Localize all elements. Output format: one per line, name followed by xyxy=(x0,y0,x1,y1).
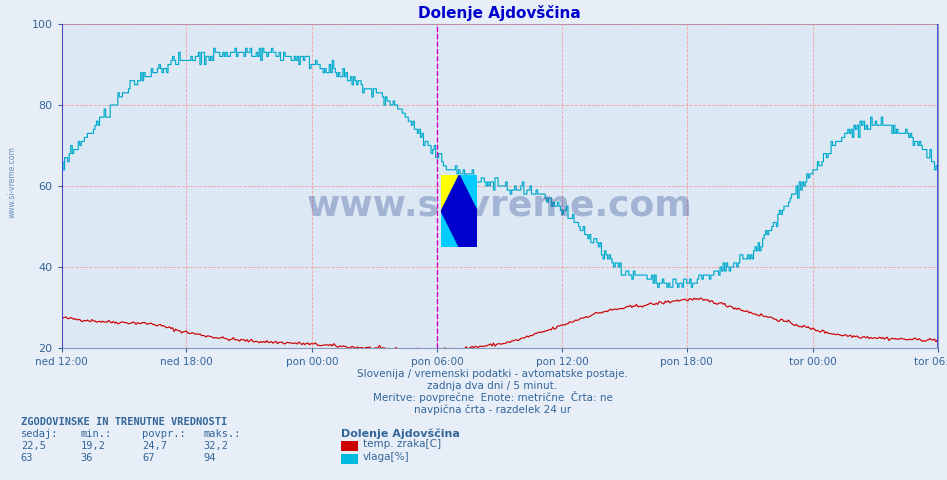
Text: Dolenje Ajdovščina: Dolenje Ajdovščina xyxy=(341,428,460,439)
Text: Slovenija / vremenski podatki - avtomatske postaje.: Slovenija / vremenski podatki - avtomats… xyxy=(357,369,628,379)
Polygon shape xyxy=(441,175,477,247)
Text: 19,2: 19,2 xyxy=(80,441,105,451)
Polygon shape xyxy=(441,175,459,211)
Text: Meritve: povprečne  Enote: metrične  Črta: ne: Meritve: povprečne Enote: metrične Črta:… xyxy=(372,391,613,403)
Polygon shape xyxy=(441,211,459,247)
Text: 24,7: 24,7 xyxy=(142,441,167,451)
Text: 36: 36 xyxy=(80,453,93,463)
Text: 32,2: 32,2 xyxy=(204,441,228,451)
Text: ZGODOVINSKE IN TRENUTNE VREDNOSTI: ZGODOVINSKE IN TRENUTNE VREDNOSTI xyxy=(21,417,227,427)
Text: min.:: min.: xyxy=(80,429,112,439)
Text: navpična črta - razdelek 24 ur: navpična črta - razdelek 24 ur xyxy=(414,404,571,415)
Text: maks.:: maks.: xyxy=(204,429,241,439)
Text: 94: 94 xyxy=(204,453,216,463)
Title: Dolenje Ajdovščina: Dolenje Ajdovščina xyxy=(419,5,581,22)
Text: www.si-vreme.com: www.si-vreme.com xyxy=(307,189,692,222)
Text: sedaj:: sedaj: xyxy=(21,429,59,439)
Text: 22,5: 22,5 xyxy=(21,441,45,451)
Text: 67: 67 xyxy=(142,453,154,463)
Text: vlaga[%]: vlaga[%] xyxy=(363,452,409,462)
Polygon shape xyxy=(441,175,477,211)
Text: zadnja dva dni / 5 minut.: zadnja dva dni / 5 minut. xyxy=(427,381,558,391)
Text: temp. zraka[C]: temp. zraka[C] xyxy=(363,439,440,449)
Text: www.si-vreme.com: www.si-vreme.com xyxy=(8,146,17,218)
Text: 63: 63 xyxy=(21,453,33,463)
Text: povpr.:: povpr.: xyxy=(142,429,186,439)
